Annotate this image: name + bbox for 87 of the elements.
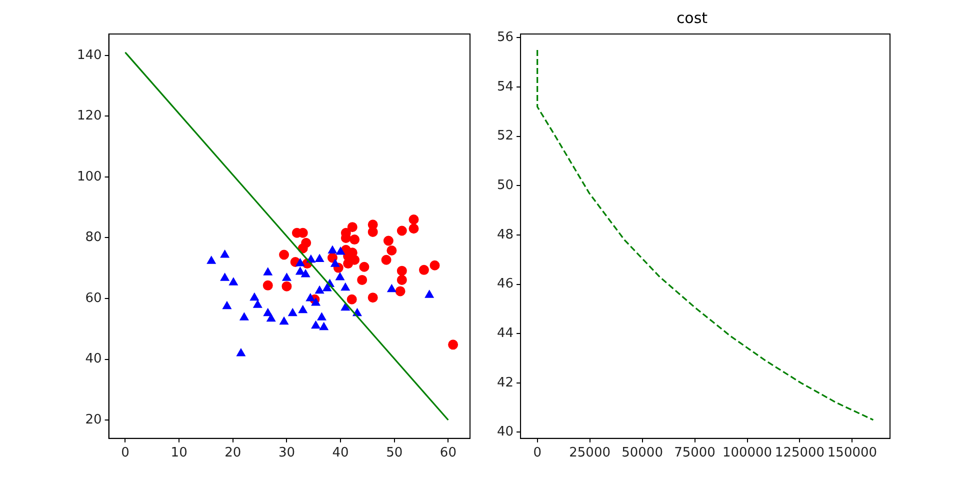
point	[220, 250, 230, 258]
y-tick-label: 40	[85, 352, 102, 367]
x-tick-label: 125000	[774, 446, 825, 461]
point	[383, 236, 394, 246]
point	[306, 293, 315, 302]
chart-title: cost	[676, 8, 708, 27]
point	[408, 214, 419, 224]
point	[236, 348, 246, 356]
y-tick-label: 56	[496, 30, 514, 46]
x-tick-label: 0	[121, 446, 130, 461]
point	[350, 234, 360, 245]
point	[280, 316, 288, 325]
y-tick-label: 100	[76, 169, 102, 184]
x-tick-label: 0	[533, 446, 542, 461]
point	[229, 278, 238, 286]
point	[288, 308, 298, 316]
point	[418, 264, 429, 275]
point	[408, 224, 419, 234]
point	[357, 274, 368, 285]
point	[311, 298, 320, 306]
y-tick-label: 80	[85, 230, 102, 246]
point	[222, 301, 232, 310]
point	[220, 273, 230, 281]
point	[250, 292, 259, 301]
point	[263, 268, 272, 276]
point	[262, 280, 273, 290]
point	[330, 259, 340, 267]
point	[448, 340, 458, 350]
point	[346, 294, 357, 304]
point	[315, 254, 324, 262]
point	[279, 250, 290, 260]
x-tick-label: 75000	[674, 446, 716, 461]
point	[282, 273, 292, 281]
point	[347, 222, 358, 232]
x-tick-label: 25000	[569, 446, 610, 461]
point	[387, 284, 396, 292]
point	[359, 262, 370, 272]
point	[424, 290, 434, 298]
y-tick-label: 54	[496, 79, 514, 94]
x-tick-label: 50000	[622, 446, 663, 461]
x-tick-label: 50	[386, 446, 403, 461]
point	[266, 314, 276, 322]
point	[381, 254, 392, 265]
point	[315, 286, 324, 294]
point	[368, 292, 378, 303]
y-tick-label: 20	[85, 412, 102, 428]
x-tick-label: 20	[224, 446, 242, 461]
point	[328, 246, 337, 254]
y-tick-label: 60	[85, 290, 102, 306]
point	[336, 247, 345, 255]
point	[301, 269, 310, 278]
point	[296, 258, 305, 266]
point	[206, 256, 216, 264]
x-tick-label: 150000	[827, 446, 878, 461]
point	[386, 245, 397, 256]
point	[368, 226, 378, 237]
point	[298, 305, 308, 314]
point	[319, 322, 328, 330]
point	[395, 286, 406, 296]
point	[350, 254, 360, 265]
x-tick-label: 30	[278, 446, 295, 461]
x-tick-label: 100000	[722, 446, 772, 461]
point	[253, 300, 262, 308]
y-tick-label: 50	[496, 178, 514, 194]
y-tick-label: 120	[76, 108, 102, 124]
y-tick-label: 140	[76, 48, 102, 63]
point	[430, 260, 440, 270]
y-tick-label: 42	[496, 375, 514, 390]
x-tick-label: 40	[332, 446, 349, 461]
line-series	[536, 49, 874, 421]
x-tick-label: 10	[170, 446, 188, 461]
point	[317, 312, 326, 320]
point	[396, 266, 407, 276]
y-tick-label: 46	[496, 276, 514, 292]
point	[340, 302, 350, 311]
point	[311, 320, 320, 329]
x-tick-label: 60	[440, 446, 456, 461]
point	[282, 281, 292, 292]
y-tick-label: 44	[496, 326, 514, 341]
point	[336, 272, 344, 280]
point	[340, 282, 350, 291]
y-tick-label: 40	[496, 424, 514, 440]
point	[396, 226, 407, 236]
y-tick-label: 48	[496, 227, 514, 242]
point	[240, 312, 249, 320]
y-tick-label: 52	[496, 128, 514, 144]
point	[396, 274, 407, 285]
